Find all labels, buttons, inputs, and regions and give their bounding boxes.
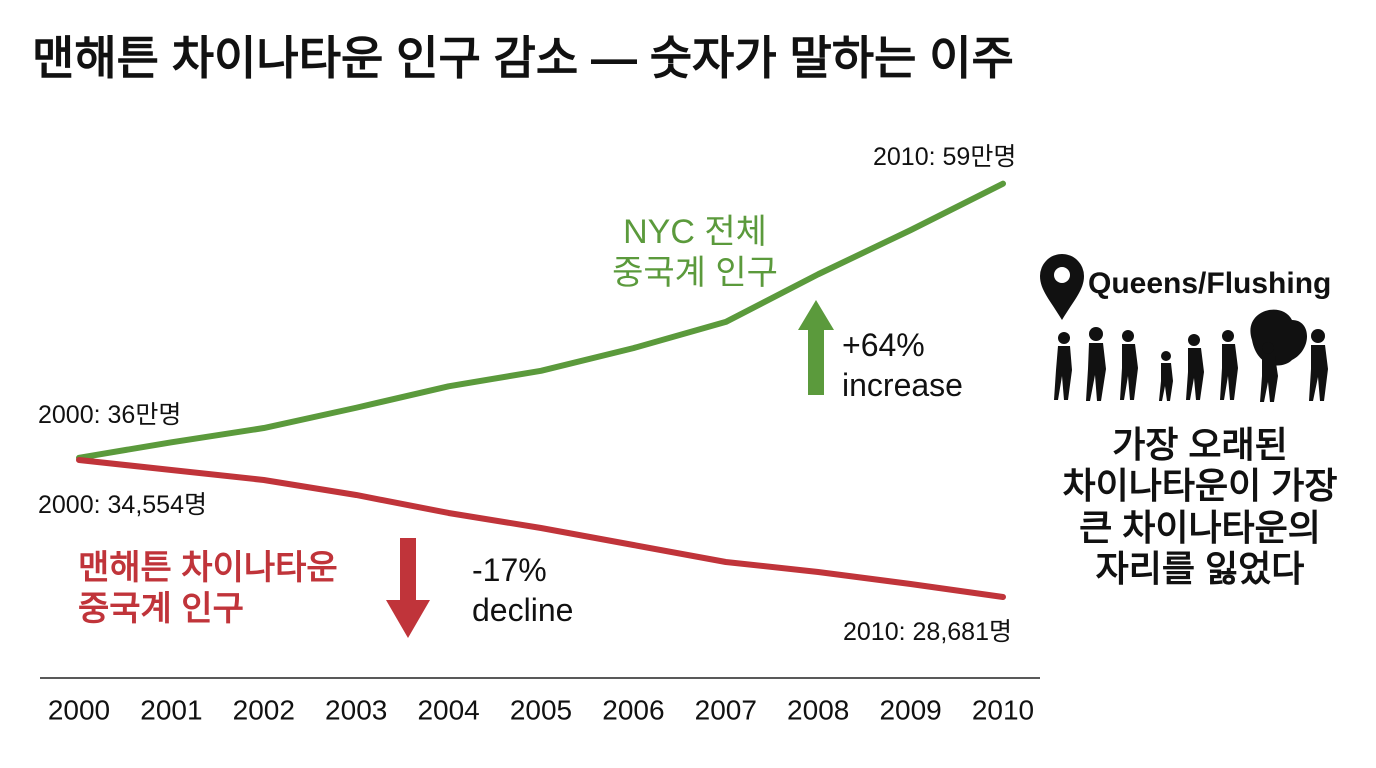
x-tick-label: 2000 <box>48 694 110 725</box>
series-line <box>76 180 1006 461</box>
value-label: 2000: 36만명 <box>38 401 182 429</box>
chart-title: 맨해튼 차이나타운 인구 감소 — 숫자가 말하는 이주 <box>32 32 1014 84</box>
value-label: 2000: 34,554명 <box>38 491 207 519</box>
series-label: 맨해튼 차이나타운 중국계 인구 <box>78 549 338 628</box>
x-tick-label: 2006 <box>602 694 664 725</box>
value-label: 2010: 59만명 <box>873 143 1017 171</box>
x-tick-label: 2005 <box>510 694 572 725</box>
series-line <box>76 456 1006 600</box>
map-pin <box>1040 254 1084 320</box>
x-tick-label: 2001 <box>140 694 202 725</box>
x-tick-label: 2002 <box>233 694 295 725</box>
x-tick-label: 2004 <box>417 694 479 725</box>
x-tick-label: 2008 <box>787 694 849 725</box>
annotation: -17% decline <box>472 552 574 628</box>
x-tick-label: 2007 <box>695 694 757 725</box>
x-tick-label: 2009 <box>879 694 941 725</box>
annotation: 가장 오래된 차이나타운이 가장 큰 차이나타운의 자리를 잃었다 <box>1062 424 1338 590</box>
x-tick-label: 2010 <box>972 694 1034 725</box>
annotation: Queens/Flushing <box>1088 267 1332 300</box>
series-label: NYC 전체 중국계 인구 <box>612 213 778 292</box>
x-tick-label: 2003 <box>325 694 387 725</box>
people-icons <box>1054 309 1328 402</box>
down-arrow <box>386 538 430 638</box>
up-arrow <box>798 300 834 395</box>
value-label: 2010: 28,681명 <box>843 618 1012 646</box>
map-pin-hole <box>1054 267 1070 283</box>
annotation: +64% increase <box>842 327 963 403</box>
